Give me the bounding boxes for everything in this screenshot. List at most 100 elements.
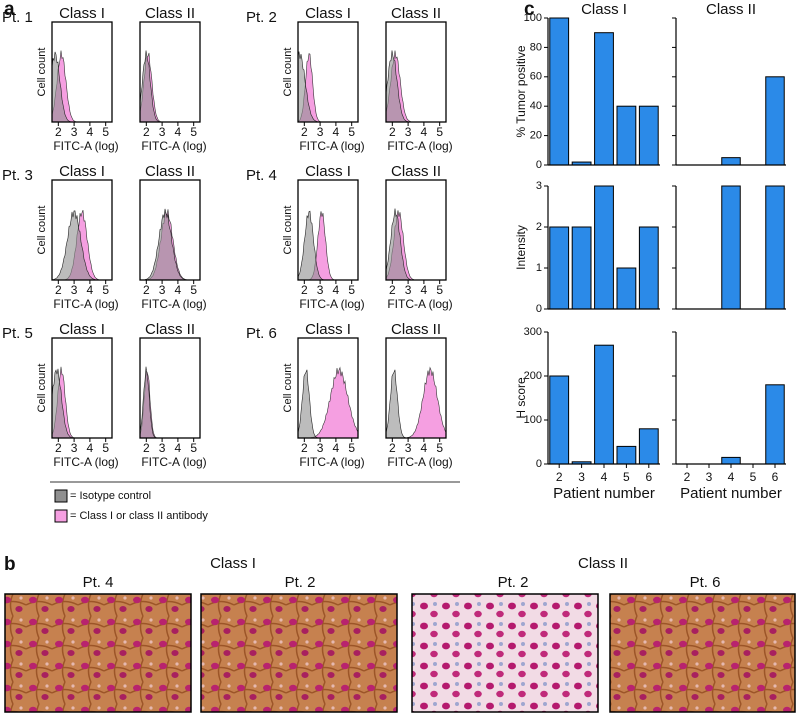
x-tick-label: 3: [706, 470, 713, 484]
class-title: Class II: [391, 163, 441, 180]
patient-label: Pt. 3: [2, 167, 33, 184]
x-tick-label: 2: [55, 283, 62, 297]
y-tick-label: 20: [530, 130, 542, 142]
y-axis-label: Cell count: [282, 206, 294, 255]
y-axis-label: % Tumor positive: [514, 45, 528, 137]
x-tick-label: 3: [405, 283, 412, 297]
x-tick-label: 4: [87, 283, 94, 297]
bar: [594, 344, 614, 465]
x-axis-label: FITC-A (log): [53, 297, 118, 311]
x-tick-label: 4: [421, 283, 428, 297]
x-axis-label: Patient number: [680, 485, 782, 502]
x-axis-label: FITC-A (log): [387, 139, 452, 153]
image-title: Pt. 2: [285, 574, 316, 591]
bar: [616, 267, 637, 310]
class-title: Class I: [59, 163, 105, 180]
x-tick-label: 5: [102, 125, 109, 139]
x-axis-label: FITC-A (log): [299, 297, 364, 311]
x-tick-label: 3: [71, 125, 78, 139]
class-title: Class I: [305, 321, 351, 338]
x-tick-label: 5: [348, 125, 355, 139]
class-title: Class II: [391, 321, 441, 338]
y-tick-label: 40: [530, 100, 542, 112]
x-axis-label: FITC-A (log): [53, 139, 118, 153]
chart-title: Class I: [581, 1, 627, 18]
legend-label: = Class I or class II antibody: [70, 510, 208, 522]
x-axis-label: FITC-A (log): [141, 455, 206, 469]
isotype-histogram: [139, 366, 200, 439]
image-title: Pt. 4: [83, 574, 114, 591]
bar: [549, 17, 570, 166]
x-tick-label: 4: [333, 441, 340, 455]
x-tick-label: 3: [71, 441, 78, 455]
x-tick-label: 6: [772, 470, 779, 484]
plot-frame: [297, 337, 359, 439]
panel-label: c: [524, 0, 535, 20]
image-title: Pt. 2: [498, 574, 529, 591]
bar: [549, 226, 570, 310]
x-tick-label: 2: [301, 125, 308, 139]
legend-swatch: [54, 489, 68, 503]
y-tick-label: 100: [524, 12, 542, 24]
bar: [721, 185, 741, 310]
x-tick-label: 2: [301, 441, 308, 455]
bar: [638, 428, 659, 465]
x-tick-label: 3: [317, 283, 324, 297]
x-tick-label: 2: [55, 125, 62, 139]
bar: [721, 456, 741, 465]
patient-label: Pt. 1: [2, 9, 33, 26]
bar: [594, 32, 614, 166]
x-tick-label: 3: [317, 125, 324, 139]
bar: [616, 105, 637, 166]
x-tick-label: 2: [389, 441, 396, 455]
group-title: Class II: [578, 555, 628, 572]
panel-label: a: [4, 0, 15, 20]
x-tick-label: 4: [333, 125, 340, 139]
micrograph: [609, 593, 796, 713]
x-axis-label: Patient number: [553, 485, 655, 502]
x-tick-label: 4: [421, 125, 428, 139]
x-tick-label: 5: [190, 283, 197, 297]
y-tick-label: 80: [530, 41, 542, 53]
x-tick-label: 2: [143, 125, 150, 139]
class-title: Class II: [391, 5, 441, 22]
x-tick-label: 2: [389, 283, 396, 297]
y-tick-label: 0: [536, 159, 542, 171]
x-tick-label: 4: [175, 441, 182, 455]
x-axis-label: FITC-A (log): [141, 297, 206, 311]
bar: [638, 226, 659, 310]
x-tick-label: 3: [71, 283, 78, 297]
x-tick-label: 2: [389, 125, 396, 139]
legend-label: = Isotype control: [70, 490, 151, 502]
x-tick-label: 4: [421, 441, 428, 455]
micrograph: [411, 593, 599, 713]
y-axis-label: Cell count: [282, 48, 294, 97]
x-tick-label: 4: [333, 283, 340, 297]
class-title: Class I: [59, 5, 105, 22]
plot-frame: [51, 179, 113, 281]
y-tick-label: 0: [536, 458, 542, 470]
plot-frame: [51, 21, 113, 123]
x-tick-label: 5: [348, 283, 355, 297]
x-axis-label: FITC-A (log): [299, 139, 364, 153]
patient-label: Pt. 4: [246, 167, 277, 184]
x-tick-label: 5: [102, 283, 109, 297]
bar: [765, 384, 785, 465]
plot-frame: [385, 179, 447, 281]
x-tick-label: 4: [601, 470, 608, 484]
y-tick-label: 300: [524, 326, 542, 338]
x-tick-label: 5: [190, 441, 197, 455]
plot-frame: [139, 179, 201, 281]
y-tick-label: 100: [524, 414, 542, 426]
chart-title: Class II: [706, 1, 756, 18]
bar: [765, 76, 785, 166]
x-tick-label: 4: [175, 125, 182, 139]
x-tick-label: 6: [645, 470, 652, 484]
x-tick-label: 4: [87, 441, 94, 455]
x-tick-label: 5: [436, 441, 443, 455]
x-tick-label: 4: [728, 470, 735, 484]
y-tick-label: 1: [536, 262, 542, 274]
